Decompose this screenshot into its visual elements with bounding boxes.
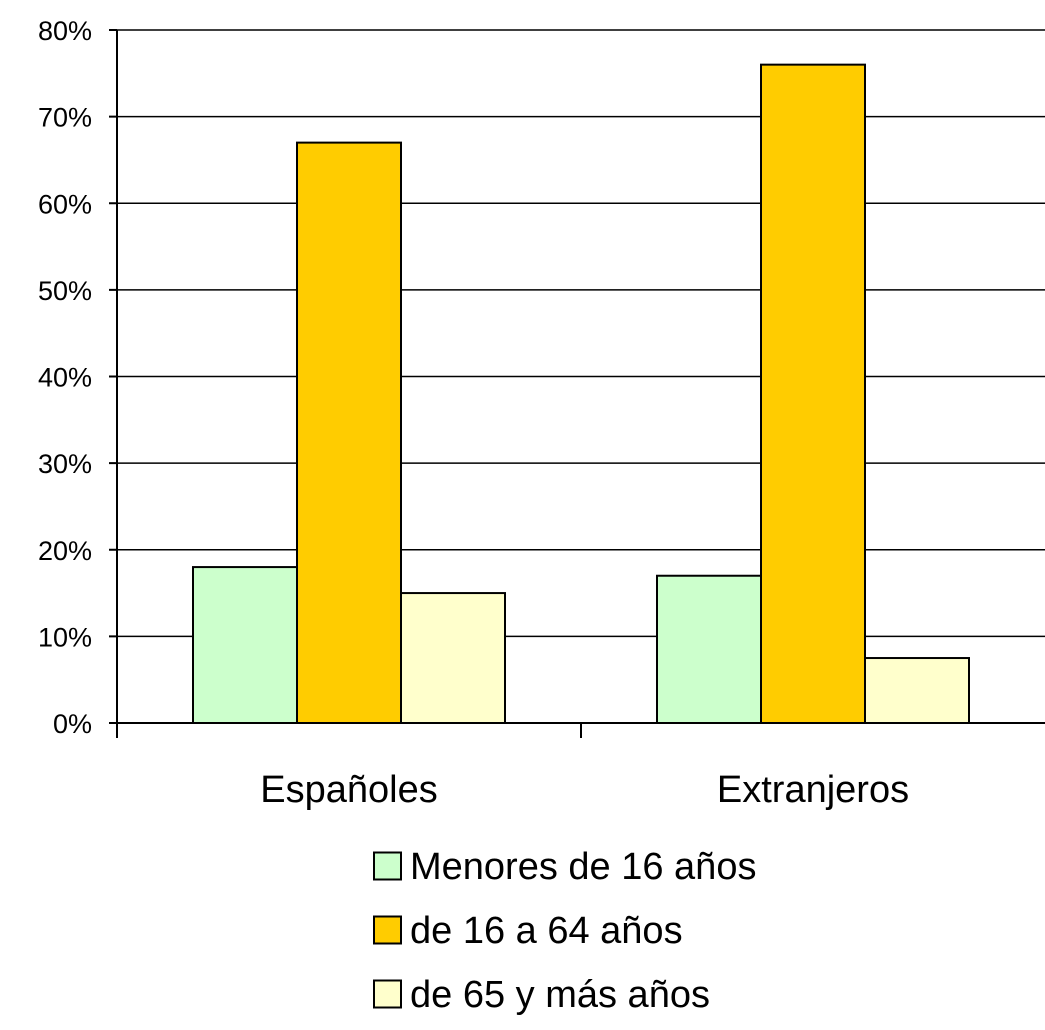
legend-label: de 65 y más años xyxy=(410,974,710,1016)
y-tick-label: 80% xyxy=(38,16,92,46)
y-tick-label: 20% xyxy=(38,536,92,566)
bar xyxy=(864,657,970,724)
legend-label: Menores de 16 años xyxy=(410,846,756,888)
legend: Menores de 16 años de 16 a 64 años de 65 y… xyxy=(373,846,756,1016)
y-tick-label: 0% xyxy=(53,709,92,739)
legend-swatch xyxy=(373,979,402,1009)
gridlines xyxy=(117,29,1045,638)
bar xyxy=(760,63,866,724)
y-tick-label: 60% xyxy=(38,189,92,219)
y-tick-label: 10% xyxy=(38,622,92,652)
y-tick-label: 30% xyxy=(38,449,92,479)
legend-swatch xyxy=(373,851,402,881)
x-axis-ticks: Españoles Extranjeros xyxy=(116,723,909,811)
x-category-label: Españoles xyxy=(260,769,437,811)
y-axis-ticks: 0% 10% 20% 30% 40% 50% 60% 70% 80% xyxy=(38,16,117,739)
legend-swatch xyxy=(373,915,402,945)
y-tick-label: 40% xyxy=(38,363,92,393)
y-tick-label: 70% xyxy=(38,103,92,133)
bar xyxy=(296,141,402,725)
bar xyxy=(400,592,506,724)
bar xyxy=(656,574,762,724)
x-category-label: Extranjeros xyxy=(717,769,909,811)
y-tick-label: 50% xyxy=(38,276,92,306)
bar xyxy=(192,566,298,725)
legend-label: de 16 a 64 años xyxy=(410,910,683,952)
bars xyxy=(192,63,970,725)
